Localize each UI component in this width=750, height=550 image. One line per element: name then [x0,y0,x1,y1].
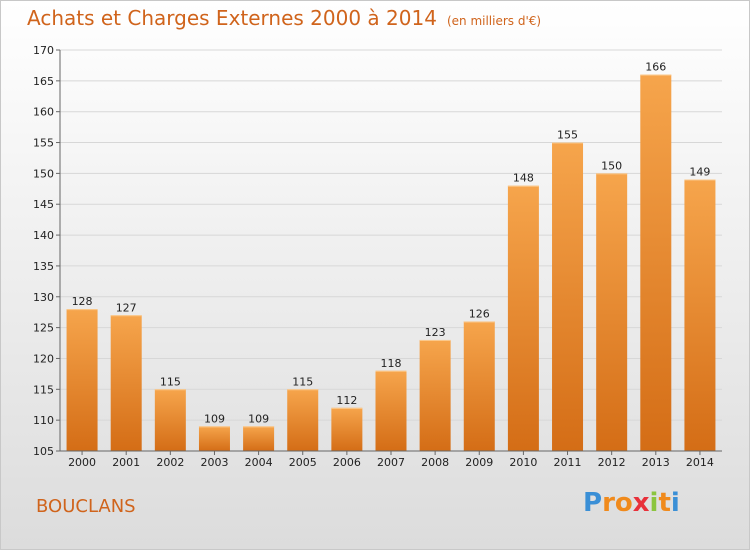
bar-value-label: 150 [601,159,622,172]
x-tick-label: 2010 [509,456,537,469]
x-tick-label: 2003 [200,456,228,469]
logo-letter: i [649,488,659,518]
bar [419,339,451,451]
bar [331,407,363,451]
x-tick-label: 2012 [598,456,626,469]
logo-letter: x [632,488,650,518]
logo-letter: r [602,488,615,518]
bar [375,370,407,451]
x-tick-label: 2008 [421,456,449,469]
x-tick-label: 2011 [554,456,582,469]
bar-value-label: 155 [557,129,578,142]
bar-value-label: 109 [204,412,225,425]
bar [640,74,672,451]
bar [596,173,628,451]
y-tick-label: 135 [33,260,54,273]
bar-value-label: 112 [336,394,357,407]
proxiti-logo: Proxiti [583,488,680,518]
y-tick-label: 110 [33,414,54,427]
bar-value-label: 126 [469,307,490,320]
bar [198,426,230,451]
x-tick-label: 2005 [289,456,317,469]
y-tick-label: 170 [33,44,54,57]
y-tick-label: 145 [33,198,54,211]
y-tick-label: 115 [33,383,54,396]
bar [684,179,716,452]
bar-value-label: 123 [425,326,446,339]
logo-letter: o [614,488,633,518]
x-tick-label: 2002 [156,456,184,469]
chart-title: Achats et Charges Externes 2000 à 2014 [27,6,437,30]
y-tick-label: 105 [33,445,54,458]
x-tick-label: 2006 [333,456,361,469]
bar-value-label: 128 [72,295,93,308]
x-tick-label: 2004 [245,456,273,469]
bar-value-label: 127 [116,301,137,314]
bar-value-label: 109 [248,412,269,425]
x-tick-label: 2014 [686,456,714,469]
y-tick-label: 155 [33,137,54,150]
bar-layer: 128 127 115 109 109 115 112 118 123 126 148 155 150 1… [66,61,716,452]
logo-letter: t [658,488,671,518]
bar-value-label: 166 [645,61,666,74]
x-tick-label: 2009 [465,456,493,469]
bar [507,185,539,451]
bar-value-label: 115 [292,375,313,388]
x-tick-label: 2013 [642,456,670,469]
bar [287,389,319,451]
y-tick-label: 140 [33,229,54,242]
bar [110,315,142,451]
x-tick-label: 2001 [112,456,140,469]
bar-value-label: 115 [160,375,181,388]
bar [463,321,495,451]
y-tick-label: 130 [33,291,54,304]
y-tick-label: 150 [33,167,54,180]
bar [66,309,98,451]
logo-letter: P [583,488,603,518]
y-tick-label: 165 [33,75,54,88]
logo-letter: i [670,488,680,518]
bar [243,426,275,451]
bar-value-label: 149 [689,166,710,179]
bar-value-label: 118 [381,357,402,370]
x-tick-label: 2000 [68,456,96,469]
chart-title-block: Achats et Charges Externes 2000 à 2014 (e… [27,6,541,30]
chart-unit: (en milliers d'€) [446,14,542,28]
y-tick-label: 125 [33,322,54,335]
y-tick-label: 120 [33,352,54,365]
x-tick-label: 2007 [377,456,405,469]
axis-layer: 105 110 115 120 125 130 135 140 145 150 155 160 165 1… [33,44,722,469]
y-tick-label: 160 [33,106,54,119]
bar [552,142,584,452]
place-name: BOUCLANS [36,496,136,517]
bar-value-label: 148 [513,172,534,185]
bar [154,389,186,451]
